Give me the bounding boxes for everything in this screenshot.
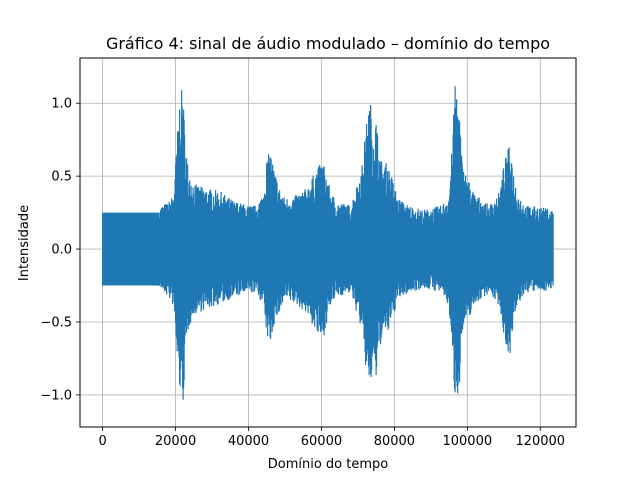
x-tick-label: 100000 [442,434,492,449]
y-tick-label: 1.0 [51,97,72,112]
x-tick-label: 120000 [515,434,565,449]
x-tick-label: 0 [98,434,106,449]
chart-title: Gráfico 4: sinal de áudio modulado – dom… [106,34,550,53]
x-tick-label: 80000 [374,434,415,449]
x-tick-label: 20000 [155,434,196,449]
signal-waveform [102,86,554,400]
y-tick-label: −1.0 [40,388,72,403]
y-axis-ticks: −1.0 −0.5 0.0 0.5 1.0 [40,97,80,403]
x-tick-label: 60000 [301,434,342,449]
signal-series [102,86,554,400]
y-tick-label: −0.5 [40,315,72,330]
y-tick-label: 0.5 [51,170,72,185]
y-tick-label: 0.0 [51,243,72,258]
x-tick-label: 40000 [228,434,269,449]
plot-frame [79,57,577,428]
x-axis-ticks: 0 20000 40000 60000 80000 100000 120000 [98,427,565,449]
x-axis-label: Domínio do tempo [268,457,389,472]
y-axis-label: Intensidade [17,205,32,281]
